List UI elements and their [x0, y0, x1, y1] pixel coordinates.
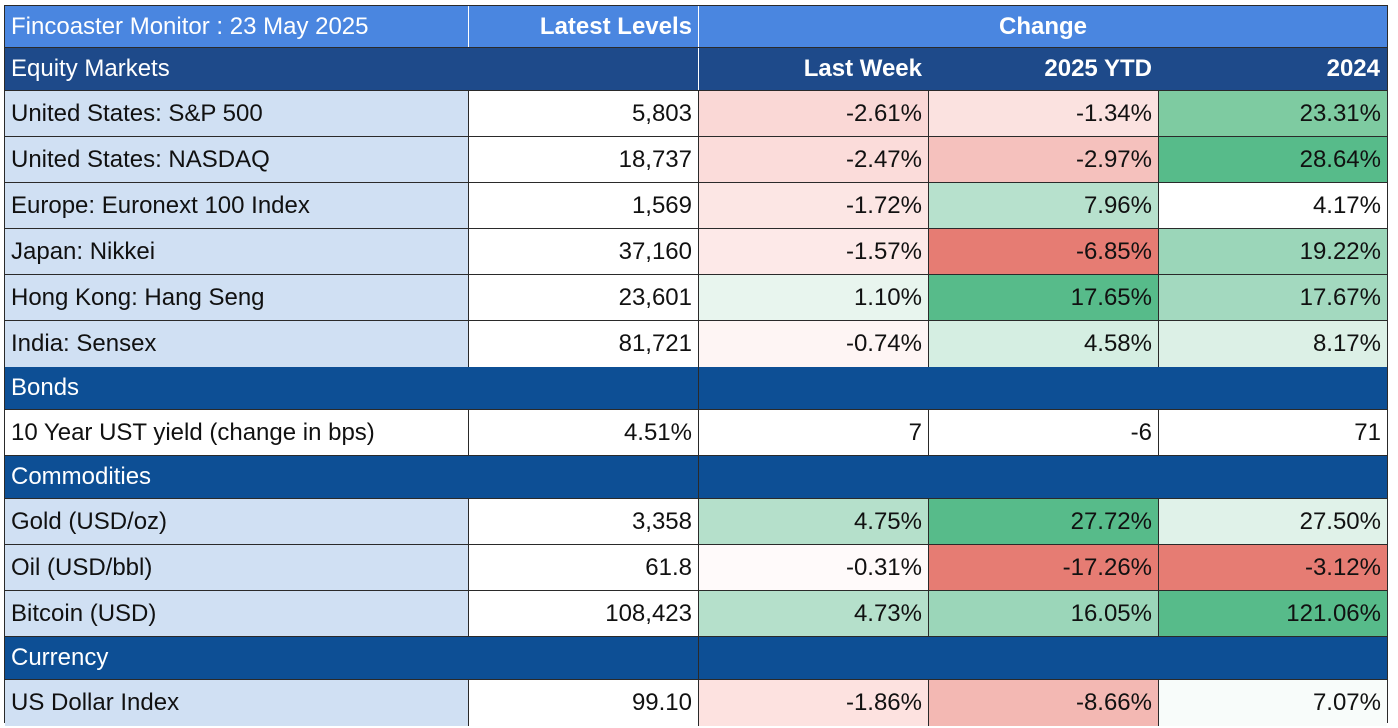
- section-fill[interactable]: [699, 367, 1387, 409]
- table-row: Europe: Euronext 100 Index 1,569 -1.72% …: [5, 183, 1387, 229]
- row-2024[interactable]: 121.06%: [1159, 591, 1387, 636]
- table-row: Japan: Nikkei 37,160 -1.57% -6.85% 19.22…: [5, 229, 1387, 275]
- row-2024[interactable]: 71: [1159, 410, 1387, 455]
- row-last-week[interactable]: -1.72%: [699, 183, 929, 228]
- row-level[interactable]: 81,721: [469, 321, 699, 367]
- section-currency[interactable]: Currency: [5, 637, 699, 679]
- row-name[interactable]: Bitcoin (USD): [5, 591, 469, 636]
- section-row-commodities: Commodities: [5, 456, 1387, 499]
- row-ytd[interactable]: -1.34%: [929, 91, 1159, 136]
- column-header-row: Equity Markets Last Week 2025 YTD 2024: [5, 48, 1387, 91]
- row-2024[interactable]: 7.07%: [1159, 680, 1387, 726]
- latest-levels-blank[interactable]: [469, 48, 699, 90]
- row-last-week[interactable]: 4.75%: [699, 499, 929, 544]
- row-level[interactable]: 4.51%: [469, 410, 699, 455]
- latest-levels-header[interactable]: Latest Levels: [469, 6, 699, 47]
- table-row: India: Sensex 81,721 -0.74% 4.58% 8.17%: [5, 321, 1387, 367]
- row-last-week[interactable]: 7: [699, 410, 929, 455]
- table-row: United States: S&P 500 5,803 -2.61% -1.3…: [5, 91, 1387, 137]
- row-2024[interactable]: 23.31%: [1159, 91, 1387, 136]
- row-name[interactable]: Hong Kong: Hang Seng: [5, 275, 469, 320]
- row-last-week[interactable]: 4.73%: [699, 591, 929, 636]
- table-row: Bitcoin (USD) 108,423 4.73% 16.05% 121.0…: [5, 591, 1387, 637]
- row-level[interactable]: 3,358: [469, 499, 699, 544]
- row-name[interactable]: Europe: Euronext 100 Index: [5, 183, 469, 228]
- row-name[interactable]: 10 Year UST yield (change in bps): [5, 410, 469, 455]
- row-last-week[interactable]: -2.61%: [699, 91, 929, 136]
- row-last-week[interactable]: -2.47%: [699, 137, 929, 182]
- table-row: Hong Kong: Hang Seng 23,601 1.10% 17.65%…: [5, 275, 1387, 321]
- section-row-bonds: Bonds: [5, 367, 1387, 410]
- row-last-week[interactable]: 1.10%: [699, 275, 929, 320]
- row-name[interactable]: Japan: Nikkei: [5, 229, 469, 274]
- section-fill[interactable]: [699, 456, 1387, 498]
- row-ytd[interactable]: -8.66%: [929, 680, 1159, 726]
- row-ytd[interactable]: -6: [929, 410, 1159, 455]
- row-level[interactable]: 18,737: [469, 137, 699, 182]
- section-equity-markets[interactable]: Equity Markets: [5, 48, 469, 90]
- row-level[interactable]: 99.10: [469, 680, 699, 726]
- table-row: Gold (USD/oz) 3,358 4.75% 27.72% 27.50%: [5, 499, 1387, 545]
- section-fill[interactable]: [699, 637, 1387, 679]
- row-name[interactable]: United States: S&P 500: [5, 91, 469, 136]
- row-level[interactable]: 23,601: [469, 275, 699, 320]
- table-title[interactable]: Fincoaster Monitor : 23 May 2025: [5, 6, 469, 47]
- row-ytd[interactable]: 4.58%: [929, 321, 1159, 367]
- table-row: 10 Year UST yield (change in bps) 4.51% …: [5, 410, 1387, 456]
- row-last-week[interactable]: -0.31%: [699, 545, 929, 590]
- row-2024[interactable]: 19.22%: [1159, 229, 1387, 274]
- row-ytd[interactable]: 27.72%: [929, 499, 1159, 544]
- row-ytd[interactable]: -6.85%: [929, 229, 1159, 274]
- row-level[interactable]: 108,423: [469, 591, 699, 636]
- row-2024[interactable]: 28.64%: [1159, 137, 1387, 182]
- row-2024[interactable]: 17.67%: [1159, 275, 1387, 320]
- row-name[interactable]: Gold (USD/oz): [5, 499, 469, 544]
- section-row-currency: Currency: [5, 637, 1387, 680]
- row-name[interactable]: Oil (USD/bbl): [5, 545, 469, 590]
- row-name[interactable]: US Dollar Index: [5, 680, 469, 726]
- row-name[interactable]: United States: NASDAQ: [5, 137, 469, 182]
- last-week-header[interactable]: Last Week: [699, 48, 929, 90]
- title-row: Fincoaster Monitor : 23 May 2025 Latest …: [5, 6, 1387, 48]
- row-level[interactable]: 5,803: [469, 91, 699, 136]
- year-2024-header[interactable]: 2024: [1159, 48, 1387, 90]
- row-level[interactable]: 1,569: [469, 183, 699, 228]
- equity-rows: United States: S&P 500 5,803 -2.61% -1.3…: [5, 91, 1387, 367]
- row-2024[interactable]: 4.17%: [1159, 183, 1387, 228]
- row-ytd[interactable]: 17.65%: [929, 275, 1159, 320]
- table-row: United States: NASDAQ 18,737 -2.47% -2.9…: [5, 137, 1387, 183]
- row-ytd[interactable]: 7.96%: [929, 183, 1159, 228]
- row-last-week[interactable]: -1.86%: [699, 680, 929, 726]
- ytd-header[interactable]: 2025 YTD: [929, 48, 1159, 90]
- table-row: Oil (USD/bbl) 61.8 -0.31% -17.26% -3.12%: [5, 545, 1387, 591]
- market-monitor-table: Fincoaster Monitor : 23 May 2025 Latest …: [4, 5, 1388, 726]
- row-ytd[interactable]: -2.97%: [929, 137, 1159, 182]
- row-level[interactable]: 61.8: [469, 545, 699, 590]
- row-last-week[interactable]: -0.74%: [699, 321, 929, 367]
- row-ytd[interactable]: -17.26%: [929, 545, 1159, 590]
- row-2024[interactable]: 27.50%: [1159, 499, 1387, 544]
- change-header[interactable]: Change: [699, 6, 1387, 47]
- row-level[interactable]: 37,160: [469, 229, 699, 274]
- row-2024[interactable]: 8.17%: [1159, 321, 1387, 367]
- section-commodities[interactable]: Commodities: [5, 456, 699, 498]
- row-2024[interactable]: -3.12%: [1159, 545, 1387, 590]
- table-row: US Dollar Index 99.10 -1.86% -8.66% 7.07…: [5, 680, 1387, 726]
- row-ytd[interactable]: 16.05%: [929, 591, 1159, 636]
- row-name[interactable]: India: Sensex: [5, 321, 469, 367]
- section-bonds[interactable]: Bonds: [5, 367, 699, 409]
- row-last-week[interactable]: -1.57%: [699, 229, 929, 274]
